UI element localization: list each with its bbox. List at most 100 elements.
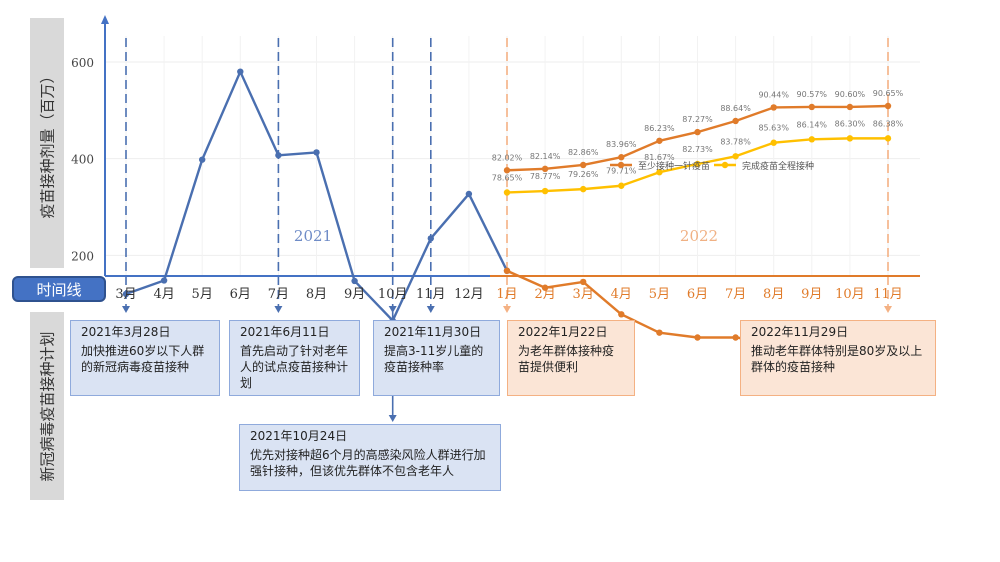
series-2022-doses-point — [541, 284, 549, 291]
event-date: 2021年6月11日 — [240, 325, 330, 339]
percent-label: 78.77% — [530, 172, 561, 181]
percent-label: 86.38% — [873, 119, 904, 128]
x-tick-label-2022: 4月 — [611, 287, 632, 302]
percent-label: 82.14% — [530, 152, 561, 161]
event-date: 2022年1月22日 — [518, 325, 608, 339]
x-tick-label-2021: 7月 — [268, 287, 289, 302]
percent-label: 86.23% — [644, 124, 675, 133]
timeline-label: 时间线 — [12, 276, 106, 302]
percent-label: 87.27% — [682, 115, 713, 124]
plan-section-title: 新冠病毒疫苗接种计划 — [30, 312, 64, 500]
event-arrow — [884, 306, 892, 313]
percent-label: 88.64% — [720, 104, 751, 113]
series-2021-point — [351, 277, 358, 285]
x-tick-label-2021: 6月 — [230, 287, 251, 302]
axes — [101, 15, 920, 277]
series-full-course-point — [846, 135, 854, 142]
series-2021-point — [465, 190, 473, 198]
series-full-course-point — [656, 169, 663, 176]
event-card-2022-11-29: 2022年11月29日 推动老年群体特别是80岁及以上群体的疫苗接种 — [740, 320, 936, 396]
legend-label: 至少接种一针疫苗 — [638, 160, 710, 172]
x-tick-label-2021: 8月 — [306, 287, 327, 302]
year-label-2022: 2022 — [680, 227, 718, 245]
event-arrow — [122, 306, 130, 313]
series-at-least-one-dose-point — [656, 137, 663, 144]
series-2021-point — [427, 235, 434, 242]
percent-label: 79.26% — [568, 170, 599, 179]
event-arrow — [426, 306, 435, 313]
series-at-least-one-dose-point — [541, 165, 549, 173]
series-at-least-one-dose-point — [618, 154, 625, 161]
event-arrow — [503, 306, 511, 313]
series-2022-doses-point — [503, 267, 511, 275]
y-tick-label: 200 — [71, 249, 94, 263]
event-text: 加快推进60岁以下人群的新冠病毒疫苗接种 — [81, 344, 205, 374]
tick-labels: 200 400 600 3月 4月 5月 6月 7月 8月 9月 10月 11月 12月 1月 2月 3月 4月… — [71, 56, 903, 302]
x-tick-label-2021: 4月 — [153, 287, 174, 302]
percent-label: 82.73% — [682, 145, 713, 154]
legend-swatch-marker — [721, 161, 729, 169]
plan-section-title-text: 新冠病毒疫苗接种计划 — [38, 330, 57, 482]
series-at-least-one-dose-point — [846, 103, 854, 111]
series-full-course-point — [732, 153, 739, 160]
series-2021-point — [122, 290, 130, 298]
percent-label: 90.65% — [873, 89, 904, 98]
x-tick-label-2022: 2月 — [534, 287, 555, 302]
percent-label: 85.63% — [758, 124, 789, 133]
event-card-2021-06-11: 2021年6月11日 首先启动了针对老年人的试点疫苗接种计划 — [229, 320, 360, 396]
series-2021-point — [275, 152, 282, 159]
series-at-least-one-dose-point — [884, 102, 892, 110]
series-full-course-point — [694, 160, 701, 168]
event-arrow — [388, 415, 397, 422]
series-at-least-one-dose-point — [580, 161, 587, 169]
x-tick-label-2021: 5月 — [192, 287, 213, 302]
event-card-2021-10-24: 2021年10月24日 优先对接种超6个月的高感染风险人群进行加强针接种，但该优… — [239, 424, 501, 491]
series-2022-doses-point — [580, 278, 587, 286]
x-tick-label-2021: 10月 — [378, 287, 408, 302]
event-text: 为老年群体接种疫苗提供便利 — [518, 344, 615, 374]
x-tick-label-2022: 6月 — [687, 287, 708, 302]
series-at-least-one-dose-point — [770, 104, 777, 111]
series-2022-doses-point — [732, 334, 739, 341]
x-tick-label-2022: 5月 — [649, 287, 670, 302]
percent-label: 86.30% — [835, 119, 866, 128]
data-labels: 82.02% 82.14% 82.86% 83.96% 86.23% 87.27% 88.6… — [492, 89, 904, 183]
y-axis-title-text: 疫苗接种剂量（百万） — [38, 67, 57, 219]
event-date: 2021年11月30日 — [384, 325, 482, 339]
event-date: 2022年11月29日 — [751, 325, 849, 339]
percent-label: 86.14% — [797, 120, 828, 129]
series-full-course-point — [541, 187, 549, 195]
percent-label: 82.02% — [492, 153, 523, 162]
percent-label: 78.65% — [492, 174, 523, 183]
event-text: 优先对接种超6个月的高感染风险人群进行加强针接种，但该优先群体不包含老年人 — [250, 448, 486, 478]
series-2021-point — [313, 149, 320, 156]
series-at-least-one-dose-point — [808, 103, 815, 111]
event-arrow — [274, 306, 283, 313]
event-card-2022-01-22: 2022年1月22日 为老年群体接种疫苗提供便利 — [507, 320, 635, 396]
event-card-2021-11-30: 2021年11月30日 提高3-11岁儿童的疫苗接种率 — [373, 320, 500, 396]
series-full-course-point — [808, 136, 815, 143]
x-tick-label-2022: 7月 — [725, 287, 746, 302]
percent-label: 82.86% — [568, 148, 599, 157]
x-tick-label-2022: 11月 — [873, 287, 903, 302]
y-axis-title: 疫苗接种剂量（百万） — [30, 18, 64, 268]
event-card-2021-03-28: 2021年3月28日 加快推进60岁以下人群的新冠病毒疫苗接种 — [70, 320, 220, 396]
x-tick-label-2022: 10月 — [835, 287, 865, 302]
event-date: 2021年10月24日 — [250, 429, 348, 443]
series-full-course-point — [618, 182, 625, 189]
series-full-course-point — [884, 135, 892, 142]
y-axis-arrow — [101, 15, 109, 24]
x-tick-label-2022: 9月 — [801, 287, 822, 302]
percent-label: 90.60% — [835, 90, 866, 99]
series-2021-point — [160, 277, 168, 284]
series-at-least-one-dose-point — [503, 167, 511, 174]
series-at-least-one-dose-point — [732, 117, 739, 125]
y-tick-label: 400 — [71, 153, 94, 167]
series-2022-doses-point — [694, 334, 701, 341]
percent-label: 81.67% — [644, 153, 675, 162]
legend-swatch-marker — [617, 161, 625, 169]
percent-label: 90.57% — [797, 90, 828, 99]
series-at-least-one-dose-point — [694, 128, 701, 136]
x-tick-label-2022: 8月 — [763, 287, 784, 302]
percent-label: 83.78% — [720, 137, 751, 146]
